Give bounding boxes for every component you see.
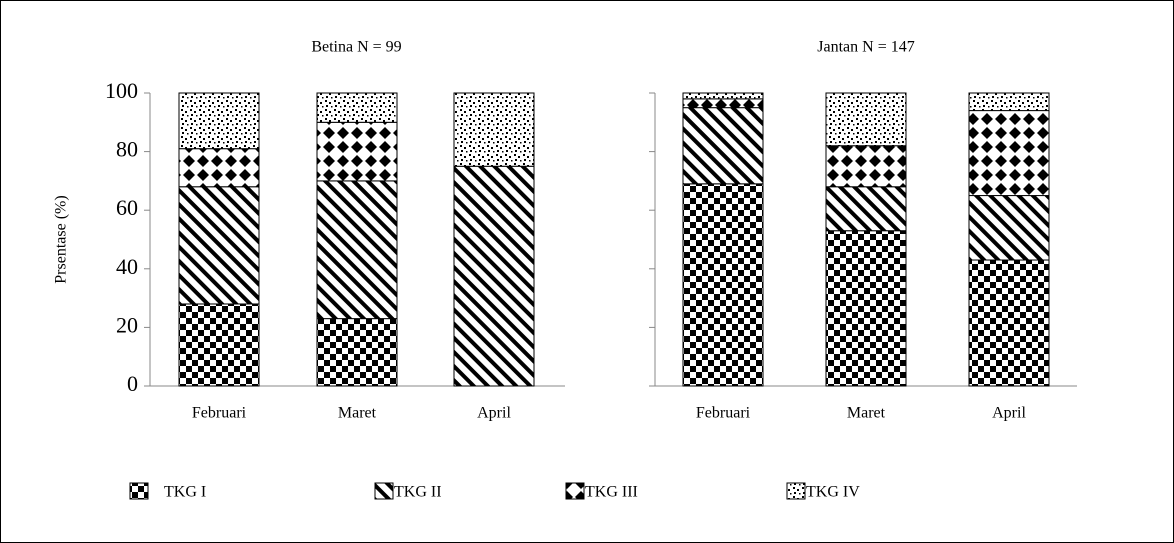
- bar-segment: [178, 303, 260, 387]
- bar-segment: [968, 195, 1050, 261]
- y-tick-label: 60: [116, 195, 138, 220]
- y-tick-label: 100: [105, 78, 138, 103]
- bar-segment: [825, 145, 907, 188]
- bar-segment: [968, 110, 1050, 197]
- y-tick-label: 40: [116, 254, 138, 279]
- x-tick-label: Februari: [192, 405, 247, 422]
- bar-segment: [316, 121, 398, 182]
- x-tick-label: Maret: [847, 405, 886, 422]
- x-tick-label: April: [477, 405, 511, 422]
- bar-segment: [682, 92, 764, 100]
- bar-segment: [682, 183, 764, 387]
- bar-segment: [453, 165, 535, 387]
- bar-segment: [316, 180, 398, 320]
- legend-swatch: [129, 482, 149, 500]
- bar-segment: [453, 92, 535, 167]
- chart-title: Betina N = 99: [311, 39, 401, 56]
- x-tick-label: Februari: [696, 405, 751, 422]
- bar-segment: [825, 230, 907, 387]
- legend-label: TKG I: [164, 484, 206, 501]
- bar-segment: [178, 92, 260, 150]
- bar-segment: [682, 107, 764, 185]
- bar-segment: [178, 148, 260, 188]
- bar-segment: [316, 92, 398, 123]
- x-tick-label: April: [992, 405, 1026, 422]
- legend-label: TKG III: [585, 484, 638, 501]
- legend-swatch: [786, 482, 806, 500]
- bar-segment: [825, 186, 907, 232]
- y-axis-label: Prsentase (%): [53, 195, 70, 283]
- legend-label: TKG IV: [806, 484, 860, 501]
- bar-segment: [825, 92, 907, 147]
- legend-swatch: [374, 482, 394, 500]
- legend-swatch: [565, 482, 585, 500]
- legend-label: TKG II: [394, 484, 442, 501]
- bar-segment: [968, 92, 1050, 112]
- bar-segment: [316, 318, 398, 387]
- bar-segment: [178, 186, 260, 305]
- x-tick-label: Maret: [338, 405, 377, 422]
- y-tick-label: 20: [116, 312, 138, 337]
- y-tick-label: 0: [127, 371, 138, 396]
- chart-title: Jantan N = 147: [817, 39, 914, 56]
- y-tick-label: 80: [116, 137, 138, 162]
- bar-segment: [682, 98, 764, 109]
- bar-segment: [968, 259, 1050, 387]
